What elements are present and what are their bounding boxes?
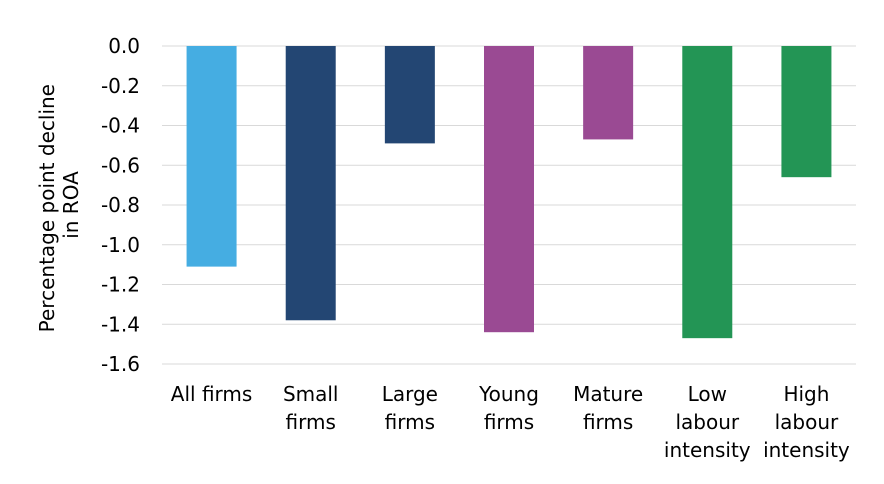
bars	[186, 46, 832, 339]
x-category-label: Small firms	[283, 382, 339, 434]
x-category-label: Mature firms	[573, 382, 643, 434]
x-category-label-line: firms	[385, 410, 435, 434]
x-category-label-line: intensity	[763, 438, 850, 462]
x-category-label-line: firms	[484, 410, 534, 434]
bar	[384, 46, 435, 144]
x-category-label-line: labour	[675, 410, 739, 434]
x-category-label: All firms	[171, 382, 253, 406]
bar	[583, 46, 634, 140]
y-axis-ticks: 0.0 -0.2 -0.4 -0.6 -0.8 -1.0 -1.2 -1.4 -1.6	[101, 34, 140, 376]
y-axis-title-line-1: Percentage point decline	[35, 84, 59, 332]
x-category-label: Young firms	[478, 382, 539, 434]
x-category-label-line: All firms	[171, 382, 253, 406]
x-category-label-line: firms	[286, 410, 336, 434]
x-category-label-line: Low	[688, 382, 727, 406]
y-tick-label: -0.4	[101, 114, 140, 138]
y-axis-title-line-2: in ROA	[59, 171, 83, 239]
y-tick-label: -0.2	[101, 74, 140, 98]
y-tick-label: 0.0	[108, 34, 140, 58]
x-category-label-line: intensity	[664, 438, 751, 462]
y-tick-label: -1.2	[101, 273, 140, 297]
bar	[285, 46, 336, 321]
x-category-label: High labour intensity	[763, 382, 850, 462]
x-category-label-line: High	[783, 382, 829, 406]
y-tick-label: -1.4	[101, 312, 140, 336]
bar	[186, 46, 237, 267]
y-tick-label: -1.0	[101, 233, 140, 257]
x-category-label-line: Mature	[573, 382, 643, 406]
x-category-label-line: Large	[382, 382, 438, 406]
x-category-label-line: Small	[283, 382, 339, 406]
x-category-label: Low labour intensity	[664, 382, 751, 462]
y-axis-title: Percentage point decline in ROA	[35, 78, 83, 333]
x-category-label-line: Young	[478, 382, 539, 406]
bar	[682, 46, 733, 339]
x-category-label: Large firms	[382, 382, 438, 434]
x-category-label-line: firms	[583, 410, 633, 434]
bar	[484, 46, 534, 333]
y-tick-label: -0.8	[101, 193, 140, 217]
x-category-label-line: labour	[775, 410, 839, 434]
bar	[781, 46, 832, 178]
y-tick-label: -0.6	[101, 153, 140, 177]
y-tick-label: -1.6	[101, 352, 140, 376]
